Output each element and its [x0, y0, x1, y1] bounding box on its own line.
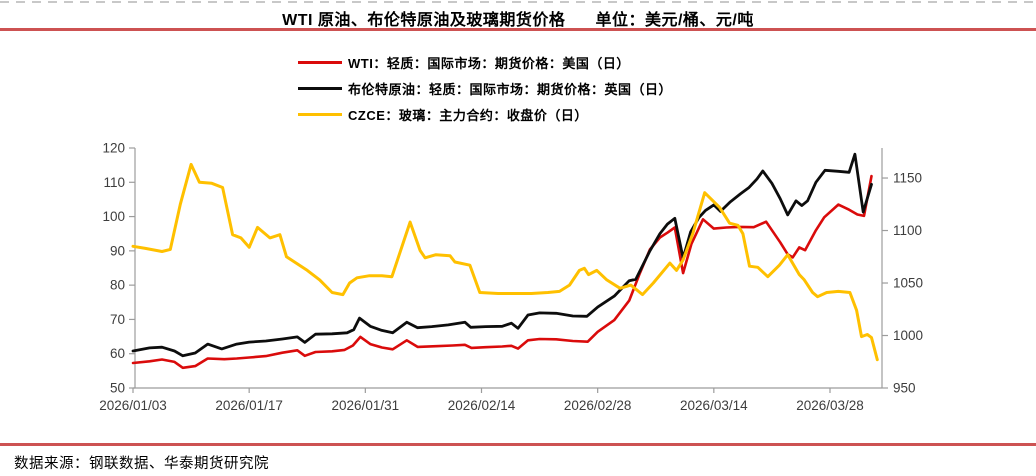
legend-item-wti: WTI：轻质：国际市场：期货价格：美国（日） [298, 49, 672, 75]
x-axis-ticklabel: 2026/02/14 [448, 398, 516, 413]
right-axis-ticklabel: 1100 [893, 223, 922, 238]
chart-title: WTI 原油、布伦特原油及玻璃期货价格 单位：美元/桶、元/吨 [0, 6, 1036, 30]
legend-item-brent: 布伦特原油：轻质：国际市场：期货价格：英国（日） [298, 75, 672, 101]
series-line-brent [131, 152, 873, 358]
x-axis-ticklabel: 2026/02/28 [564, 398, 632, 413]
legend-label-wti: WTI：轻质：国际市场：期货价格：美国（日） [348, 55, 630, 71]
title-underline [0, 28, 1036, 31]
x-axis-ticklabel: 2026/01/31 [332, 398, 400, 413]
right-axis-ticklabel: 1150 [893, 171, 922, 186]
footer-topline [0, 443, 1036, 446]
left-axis-ticklabel: 100 [102, 209, 125, 224]
series-line-czce [131, 162, 879, 362]
left-axis-ticklabel: 70 [110, 312, 125, 327]
chart-title-unit: 单位：美元/桶、元/吨 [595, 12, 754, 29]
top-dashed-border [0, 1, 1036, 3]
legend-label-brent: 布伦特原油：轻质：国际市场：期货价格：英国（日） [348, 81, 673, 97]
x-axis-ticklabel: 2026/01/03 [99, 398, 167, 413]
right-axis-ticklabel: 1050 [893, 276, 923, 291]
legend-line-wti [298, 60, 342, 64]
left-axis-ticklabel: 90 [110, 243, 125, 258]
series-line-wti [131, 174, 873, 370]
x-axis-ticklabel: 2026/03/28 [796, 398, 864, 413]
right-axis-ticklabel: 950 [893, 381, 916, 396]
right-axis-ticklabel: 1000 [893, 328, 923, 343]
x-axis-ticklabel: 2026/01/17 [215, 398, 283, 413]
chart-legend: WTI：轻质：国际市场：期货价格：美国（日） 布伦特原油：轻质：国际市场：期货价格… [298, 49, 672, 127]
left-axis-ticklabel: 60 [110, 346, 125, 361]
x-axis-ticklabel: 2026/03/14 [680, 398, 748, 413]
left-axis-ticklabel: 120 [102, 141, 125, 156]
data-source-note: 数据来源：钢联数据、华泰期货研究院 [14, 456, 269, 472]
legend-line-brent [298, 86, 342, 90]
chart-title-main: WTI 原油、布伦特原油及玻璃期货价格 [282, 12, 566, 29]
legend-item-czce: CZCE：玻璃：主力合约：收盘价（日） [298, 101, 672, 127]
legend-label-czce: CZCE：玻璃：主力合约：收盘价（日） [348, 107, 588, 123]
legend-line-czce [298, 112, 342, 116]
left-axis-ticklabel: 110 [103, 175, 125, 190]
left-axis-ticklabel: 80 [110, 278, 125, 293]
left-axis-ticklabel: 50 [110, 381, 125, 396]
